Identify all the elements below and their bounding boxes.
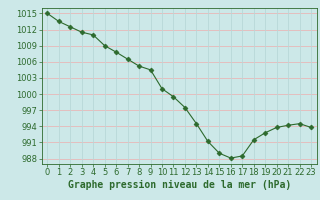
X-axis label: Graphe pression niveau de la mer (hPa): Graphe pression niveau de la mer (hPa): [68, 180, 291, 190]
